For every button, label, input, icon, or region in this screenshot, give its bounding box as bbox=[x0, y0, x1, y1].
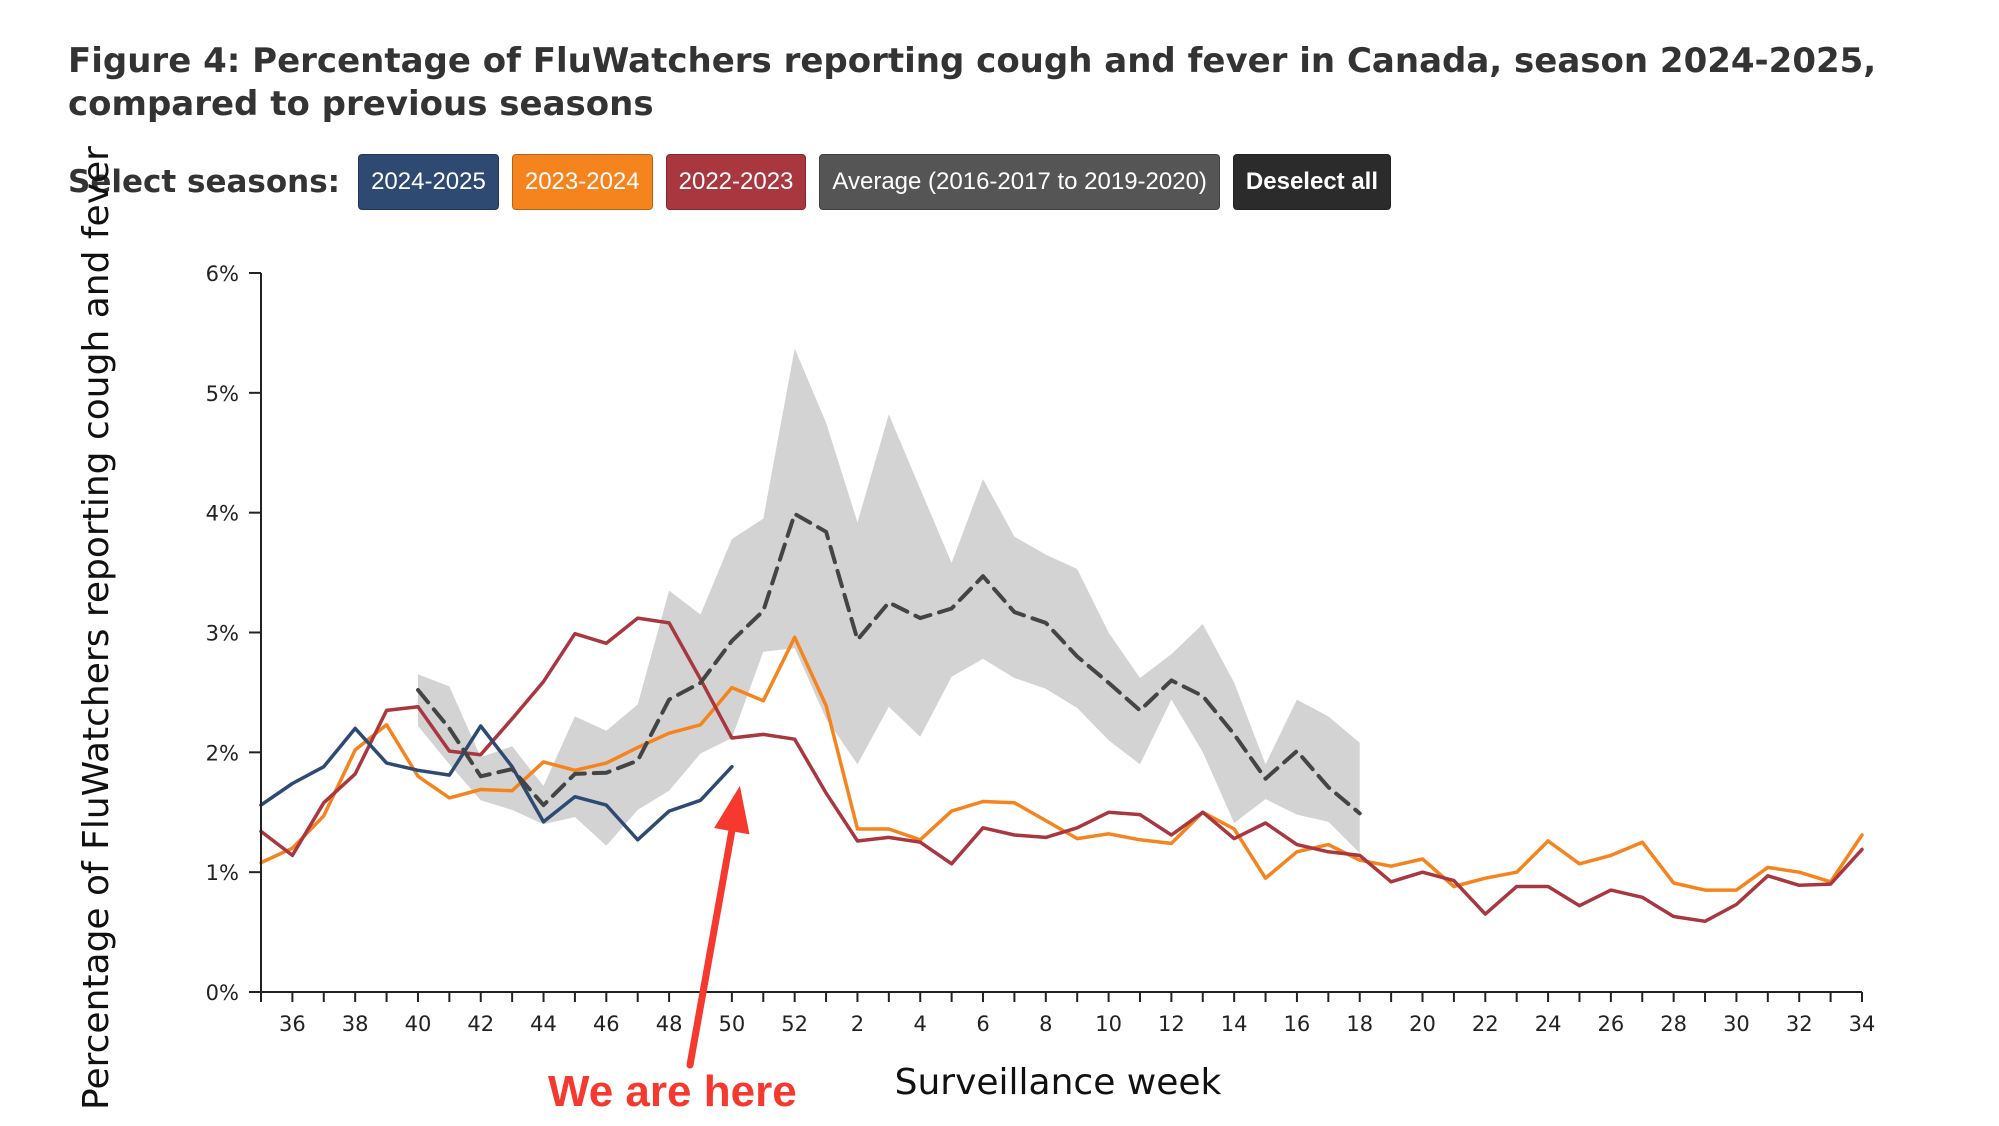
x-tick-label: 28 bbox=[1660, 1012, 1687, 1036]
season-button-2022-2023[interactable]: 2022-2023 bbox=[665, 154, 807, 210]
series-line-2024-2025 bbox=[259, 724, 734, 842]
y-tick-label: 3% bbox=[206, 622, 239, 646]
select-seasons-label: Select seasons: bbox=[68, 164, 341, 200]
x-tick-label: 22 bbox=[1472, 1012, 1499, 1036]
average-range-band bbox=[418, 348, 1360, 853]
x-tick-label: 42 bbox=[467, 1012, 494, 1036]
x-tick-label: 32 bbox=[1786, 1012, 1813, 1036]
season-button-average[interactable]: Average (2016-2017 to 2019-2020) bbox=[819, 154, 1220, 210]
annotation-arrow-shaft bbox=[686, 827, 736, 1069]
annotation: We are here bbox=[548, 785, 797, 1116]
x-tick-label: 18 bbox=[1346, 1012, 1373, 1036]
x-tick-label: 30 bbox=[1723, 1012, 1750, 1036]
average-range-band-layer bbox=[418, 348, 1360, 853]
series-line-average-2016-2017-to-2019-2020 bbox=[416, 511, 1362, 816]
x-tick-label: 10 bbox=[1095, 1012, 1122, 1036]
series-layer bbox=[259, 511, 1864, 924]
y-tick-label: 2% bbox=[206, 741, 239, 765]
x-tick-label: 16 bbox=[1284, 1012, 1311, 1036]
x-tick-label: 34 bbox=[1849, 1012, 1876, 1036]
season-selector: Select seasons: 2024-2025 2023-2024 2022… bbox=[68, 154, 1404, 210]
y-tick-label: 4% bbox=[206, 502, 239, 526]
annotation-arrow-head bbox=[714, 785, 750, 835]
x-tick-label: 52 bbox=[781, 1012, 808, 1036]
x-tick-label: 2 bbox=[851, 1012, 864, 1036]
x-tick-label: 44 bbox=[530, 1012, 557, 1036]
series-line-2023-2024 bbox=[259, 635, 1864, 892]
x-tick-label: 14 bbox=[1221, 1012, 1248, 1036]
y-axis-title: Percentage of FluWatchers reporting coug… bbox=[76, 146, 117, 1110]
x-tick-label: 12 bbox=[1158, 1012, 1185, 1036]
x-tick-label: 36 bbox=[279, 1012, 306, 1036]
x-tick-label: 48 bbox=[656, 1012, 683, 1036]
y-tick-label: 6% bbox=[206, 262, 239, 286]
x-tick-label: 26 bbox=[1597, 1012, 1624, 1036]
x-tick-label: 46 bbox=[593, 1012, 620, 1036]
y-tick-label: 1% bbox=[206, 861, 239, 885]
series-line-2022-2023 bbox=[259, 616, 1864, 924]
annotation-text: We are here bbox=[548, 1067, 797, 1116]
figure-title: Figure 4: Percentage of FluWatchers repo… bbox=[68, 41, 1877, 124]
x-tick-label: 8 bbox=[1039, 1012, 1052, 1036]
x-tick-label: 20 bbox=[1409, 1012, 1436, 1036]
x-axis-title: Surveillance week bbox=[895, 1062, 1222, 1103]
x-tick-label: 38 bbox=[342, 1012, 369, 1036]
x-tick-label: 6 bbox=[976, 1012, 989, 1036]
season-button-2024-2025[interactable]: 2024-2025 bbox=[358, 154, 499, 210]
y-tick-label: 5% bbox=[206, 382, 239, 406]
x-tick-label: 40 bbox=[405, 1012, 432, 1036]
x-tick-label: 4 bbox=[914, 1012, 927, 1036]
y-tick-label: 0% bbox=[206, 981, 239, 1005]
deselect-all-button[interactable]: Deselect all bbox=[1232, 154, 1392, 210]
axes: 0%1%2%3%4%5%6%36 38 40 42 44 46 48 50 52 2 4 6 8 10 12… bbox=[206, 262, 1876, 1036]
x-tick-label: 24 bbox=[1535, 1012, 1562, 1036]
x-tick-label: 50 bbox=[719, 1012, 746, 1036]
season-button-2023-2024[interactable]: 2023-2024 bbox=[511, 154, 653, 210]
